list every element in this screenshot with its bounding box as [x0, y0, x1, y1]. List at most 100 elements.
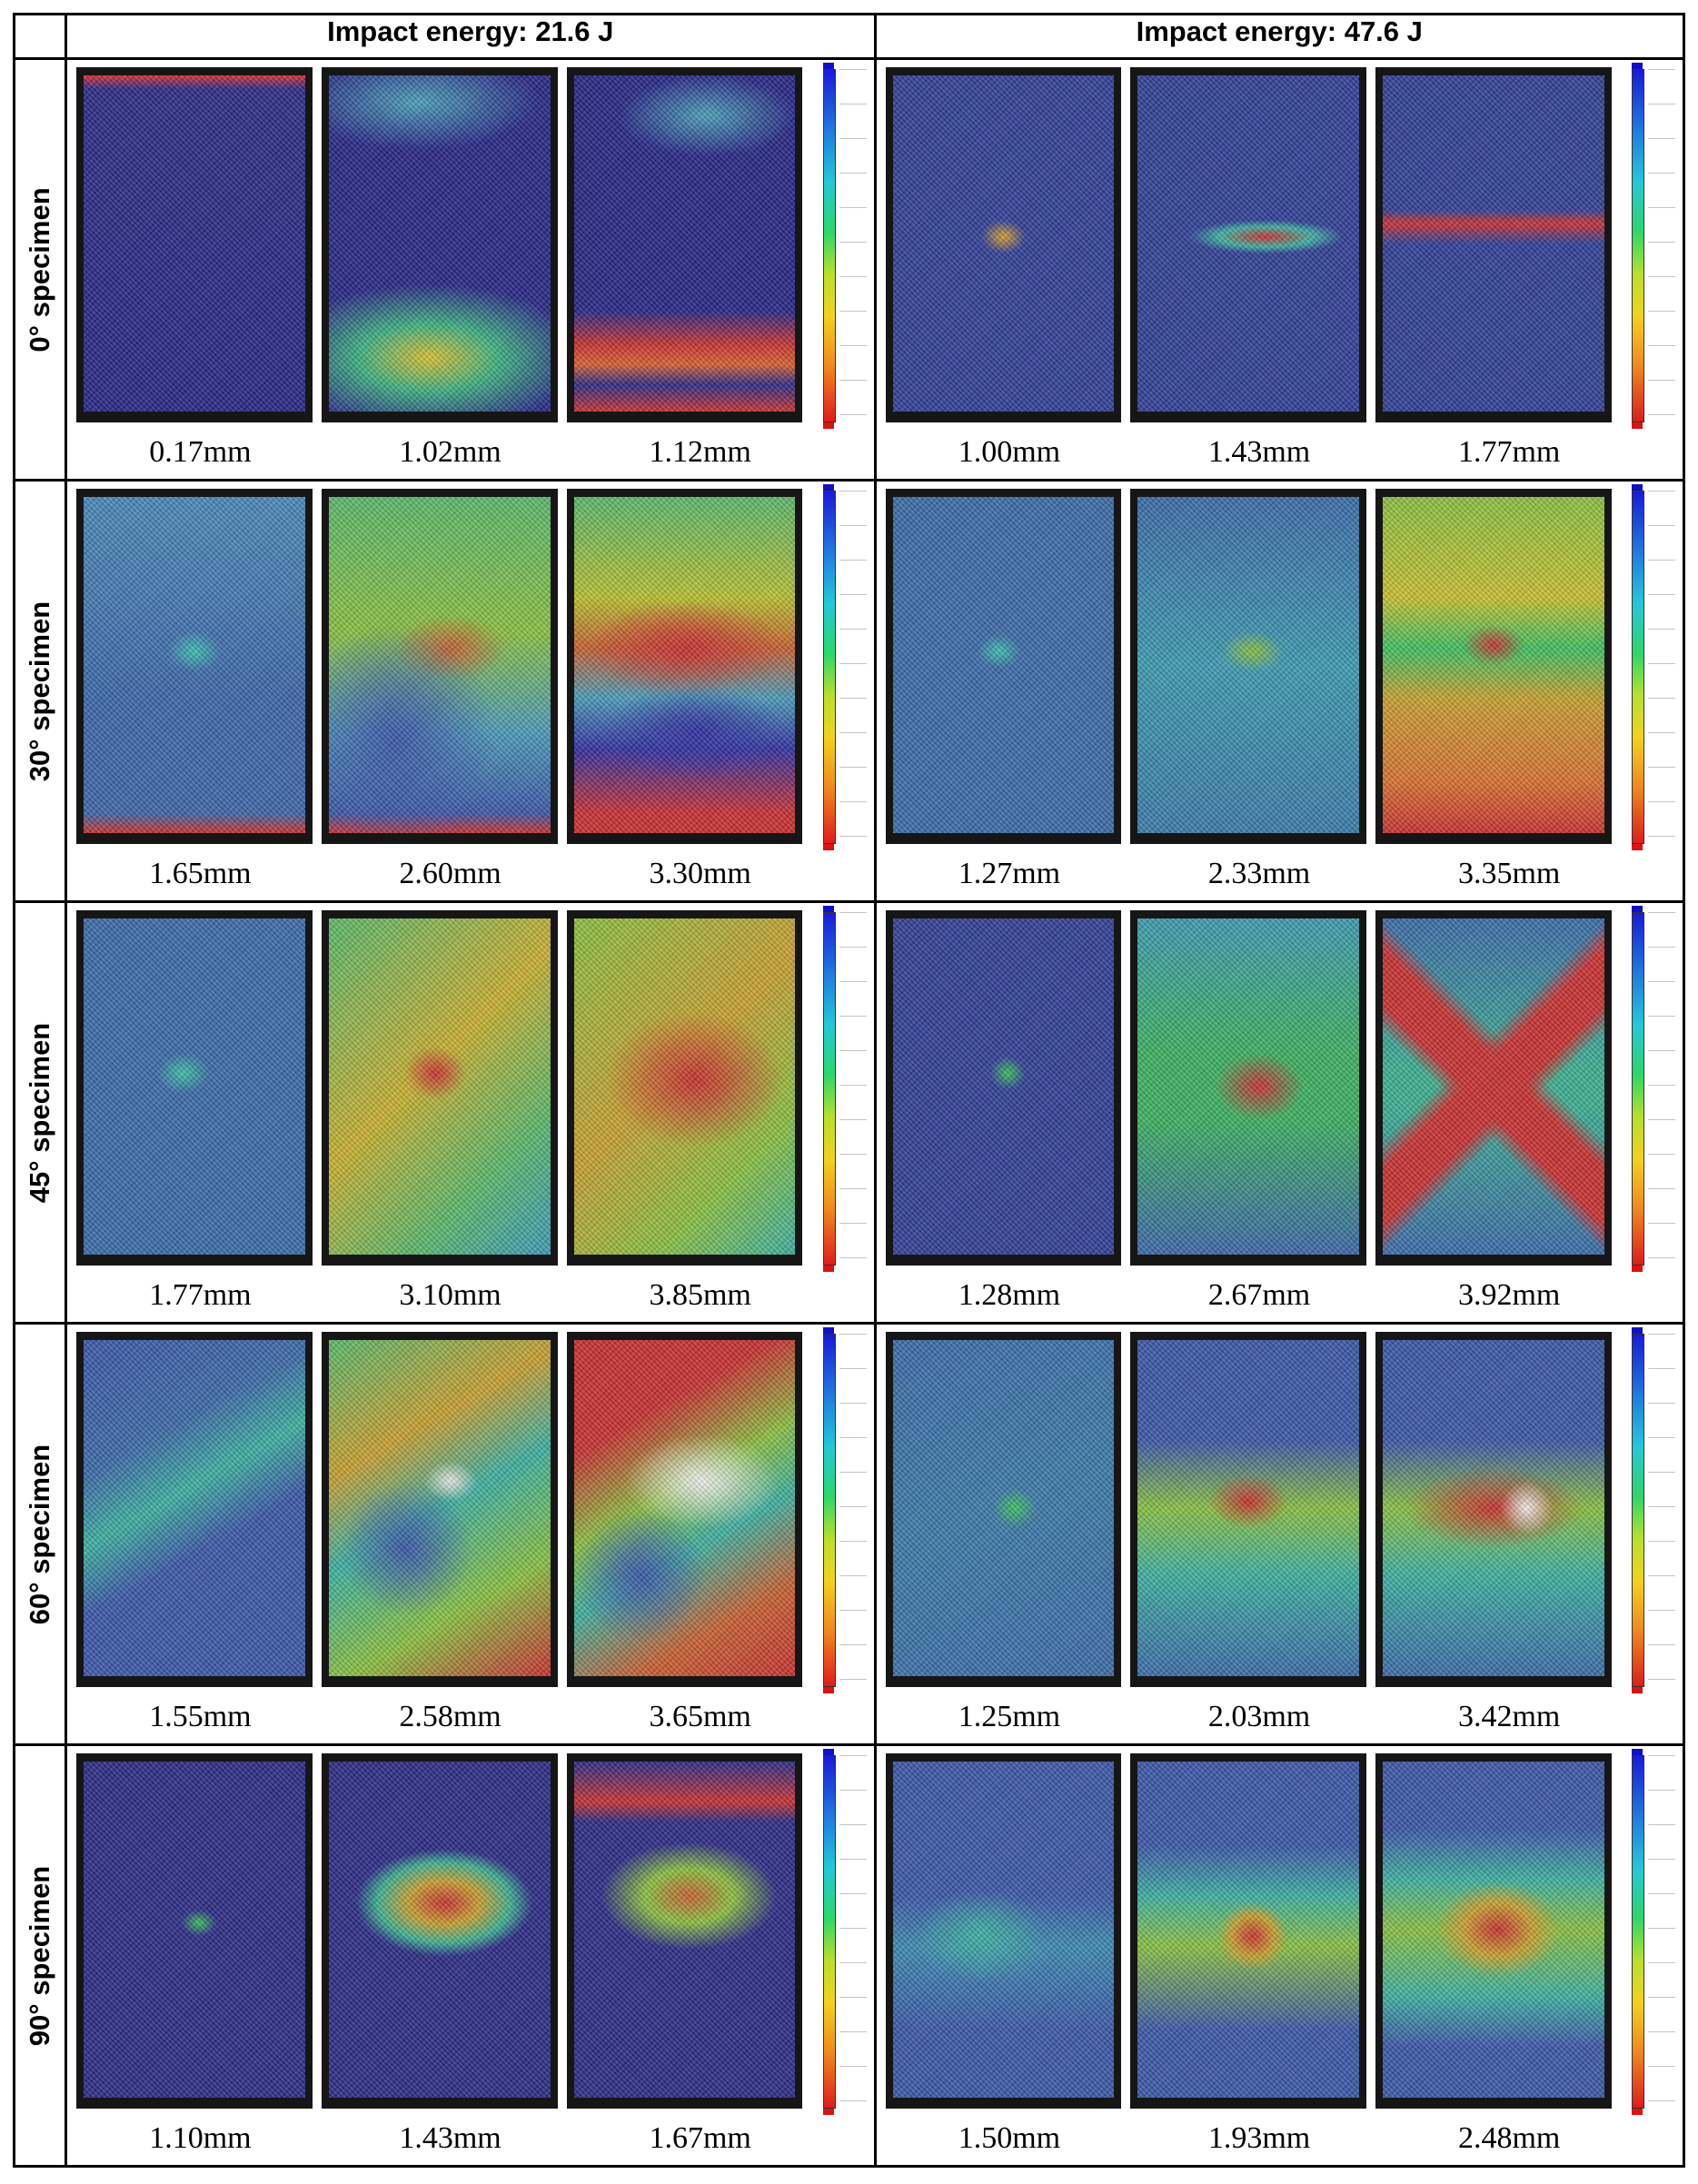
table-row: 30° specimen 1.65mm 2.60mm 3.30mm 1.27mm… [13, 479, 1685, 903]
displacement-label: 1.28mm [958, 1278, 1061, 1312]
colorbar-ticks [1648, 491, 1675, 844]
displacement-label: 2.58mm [399, 1700, 501, 1733]
dic-strain-image [566, 910, 803, 1266]
grid-cell: 1.50mm 1.93mm 2.48mm [873, 1743, 1685, 2168]
dic-strain-image [321, 67, 558, 422]
displacement-label: 3.85mm [649, 1278, 751, 1312]
dic-image-group [76, 1332, 803, 1687]
row-label: 60° specimen [24, 1444, 55, 1624]
dic-image-group [885, 1332, 1613, 1687]
colorbar-ticks [839, 491, 867, 844]
dic-strain-image [885, 67, 1122, 422]
dic-strain-image [1130, 910, 1367, 1266]
strain-colorbar [822, 1749, 836, 2115]
displacement-label: 1.43mm [399, 2121, 501, 2155]
strain-colorbar [822, 63, 836, 429]
strain-colorbar [1632, 906, 1644, 1272]
colorbar-ticks [839, 912, 867, 1266]
dic-image-group [76, 67, 803, 422]
dic-strain-image [76, 1332, 313, 1687]
displacement-label: 1.27mm [958, 857, 1061, 890]
displacement-label: 1.65mm [149, 857, 252, 890]
row-header: 60° specimen [13, 1322, 67, 1746]
grid-cell: 1.77mm 3.10mm 3.85mm [65, 900, 877, 1325]
displacement-label: 1.10mm [149, 2121, 252, 2155]
figure: Impact energy: 21.6 J Impact energy: 47.… [13, 13, 1685, 2168]
dic-image-group [885, 67, 1613, 422]
table-row: 90° specimen 1.10mm 1.43mm 1.67mm 1.50mm… [13, 1743, 1685, 2168]
dic-image-group [76, 910, 803, 1266]
strain-colorbar [1632, 1749, 1644, 2115]
dic-strain-image [885, 489, 1122, 844]
dic-image-group [76, 489, 803, 844]
dic-strain-image [76, 910, 313, 1266]
displacement-label: 1.55mm [149, 1700, 252, 1733]
row-header: 45° specimen [13, 900, 67, 1325]
row-header: 0° specimen [13, 57, 67, 481]
dic-strain-image [885, 1332, 1122, 1687]
dic-strain-image [76, 67, 313, 422]
displacement-label: 0.17mm [149, 435, 252, 469]
displacement-label: 3.10mm [399, 1278, 501, 1312]
table-row: 0° specimen 0.17mm 1.02mm 1.12mm 1.00mm … [13, 57, 1685, 481]
dic-strain-image [566, 67, 803, 422]
displacement-label: 2.33mm [1207, 857, 1311, 890]
colorbar-ticks [839, 1334, 867, 1687]
displacement-label: 1.77mm [1457, 435, 1561, 469]
displacement-label: 3.42mm [1457, 1700, 1561, 1733]
displacement-label: 3.65mm [649, 1700, 751, 1733]
grid-cell: 1.00mm 1.43mm 1.77mm [873, 57, 1685, 481]
header-row: Impact energy: 21.6 J Impact energy: 47.… [13, 13, 1685, 60]
row-label: 45° specimen [24, 1022, 55, 1203]
dic-image-group [885, 1753, 1613, 2109]
row-label: 90° specimen [24, 1865, 55, 2046]
displacement-label: 3.92mm [1457, 1278, 1561, 1312]
grid-cell: 1.25mm 2.03mm 3.42mm [873, 1322, 1685, 1746]
dic-strain-image [1130, 489, 1367, 844]
displacement-label: 3.30mm [649, 857, 751, 890]
dic-strain-image [885, 910, 1122, 1266]
dic-strain-image [76, 1753, 313, 2109]
strain-colorbar [822, 906, 836, 1272]
colorbar-ticks [839, 1755, 867, 2109]
strain-colorbar [1632, 484, 1644, 850]
displacement-label: 2.48mm [1457, 2121, 1561, 2155]
grid-cell: 1.55mm 2.58mm 3.65mm [65, 1322, 877, 1746]
row-label: 0° specimen [24, 186, 55, 352]
dic-strain-image [1375, 67, 1612, 422]
strain-colorbar [822, 484, 836, 850]
dic-strain-image [1130, 67, 1367, 422]
dic-strain-image [885, 1753, 1122, 2109]
dic-strain-image [566, 489, 803, 844]
dic-image-group [885, 910, 1613, 1266]
dic-strain-image [1375, 1332, 1612, 1687]
colorbar-ticks [1648, 1334, 1675, 1687]
dic-strain-image [321, 1753, 558, 2109]
colorbar-ticks [1648, 912, 1675, 1266]
grid-cell: 1.28mm 2.67mm 3.92mm [873, 900, 1685, 1325]
dic-strain-image [321, 910, 558, 1266]
displacement-label: 1.00mm [958, 435, 1061, 469]
displacement-label: 2.67mm [1207, 1278, 1311, 1312]
displacement-label: 1.50mm [958, 2121, 1061, 2155]
displacement-label: 3.35mm [1457, 857, 1561, 890]
dic-strain-image [1375, 910, 1612, 1266]
dic-strain-image [1130, 1753, 1367, 2109]
displacement-label: 1.93mm [1207, 2121, 1311, 2155]
colorbar-ticks [839, 69, 867, 422]
dic-image-group [885, 489, 1613, 844]
colorbar-ticks [1648, 69, 1675, 422]
dic-image-group [76, 1753, 803, 2109]
displacement-label: 1.43mm [1207, 435, 1311, 469]
dic-strain-image [1375, 489, 1612, 844]
displacement-label: 1.12mm [649, 435, 751, 469]
table-row: 60° specimen 1.55mm 2.58mm 3.65mm 1.25mm… [13, 1322, 1685, 1746]
dic-strain-image [321, 1332, 558, 1687]
displacement-label: 1.25mm [958, 1700, 1061, 1733]
strain-colorbar [822, 1327, 836, 1693]
dic-strain-image [1130, 1332, 1367, 1687]
table-row: 45° specimen 1.77mm 3.10mm 3.85mm 1.28mm… [13, 900, 1685, 1325]
displacement-label: 1.67mm [649, 2121, 751, 2155]
dic-strain-image [566, 1753, 803, 2109]
displacement-label: 1.77mm [149, 1278, 252, 1312]
